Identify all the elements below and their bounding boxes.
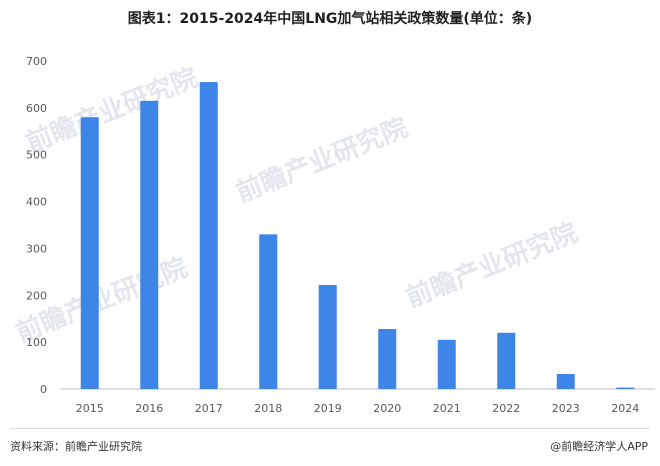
bars-group <box>80 82 635 389</box>
x-tick-label: 2024 <box>611 402 639 415</box>
y-tick-label: 200 <box>26 289 47 302</box>
y-tick-label: 300 <box>26 242 47 255</box>
y-tick-label: 700 <box>26 55 47 68</box>
bar-2018 <box>259 234 278 389</box>
x-tick-label: 2021 <box>433 402 461 415</box>
bar-2017 <box>199 82 218 389</box>
footer-divider <box>10 428 650 429</box>
x-tick-label: 2015 <box>76 402 104 415</box>
bar-2019 <box>318 284 337 389</box>
x-tick-label: 2020 <box>373 402 401 415</box>
bar-2023 <box>556 374 575 389</box>
y-tick-label: 400 <box>26 196 47 209</box>
bar-2020 <box>378 329 397 389</box>
y-tick-label: 500 <box>26 149 47 162</box>
y-tick-label: 0 <box>40 383 47 396</box>
x-tick-label: 2016 <box>135 402 163 415</box>
bar-2021 <box>437 339 456 389</box>
x-tick-label: 2017 <box>195 402 223 415</box>
x-tick-label: 2022 <box>492 402 520 415</box>
source-text: 资料来源：前瞻产业研究院 <box>10 440 142 453</box>
x-axis: 2015 2016 2017 2018 2019 2020 2021 2022 2023 2024 <box>76 402 640 415</box>
x-tick-label: 2023 <box>552 402 580 415</box>
bar-2024 <box>616 387 635 389</box>
y-axis: 0 100 200 300 400 500 600 700 <box>26 55 47 396</box>
x-tick-label: 2018 <box>254 402 282 415</box>
y-tick-label: 600 <box>26 102 47 115</box>
chart-title: 图表1：2015-2024年中国LNG加气站相关政策数量(单位：条) <box>127 11 533 27</box>
bar-2022 <box>497 332 516 389</box>
brand-text: @前瞻经济学人APP <box>550 440 648 453</box>
bar-2015 <box>80 117 99 389</box>
x-tick-label: 2019 <box>314 402 342 415</box>
y-tick-label: 100 <box>26 336 47 349</box>
bar-2016 <box>140 100 159 389</box>
